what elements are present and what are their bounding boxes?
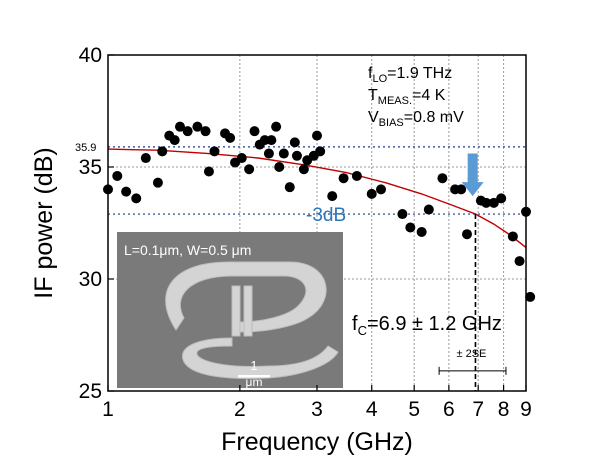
data-point bbox=[271, 121, 282, 132]
x-tick-label: 5 bbox=[408, 398, 420, 421]
data-point bbox=[514, 256, 525, 267]
data-point bbox=[152, 177, 163, 188]
data-point bbox=[315, 146, 326, 157]
data-point bbox=[225, 132, 236, 143]
fit-curve-line bbox=[107, 148, 527, 249]
data-point bbox=[278, 148, 289, 159]
data-point bbox=[203, 166, 214, 177]
data-point bbox=[182, 126, 193, 137]
data-point bbox=[327, 191, 338, 202]
axis-ticks bbox=[107, 54, 527, 392]
reference-lines: 35.9 -3dB bbox=[75, 142, 526, 226]
data-point bbox=[289, 137, 300, 148]
data-point bbox=[291, 150, 302, 161]
data-point bbox=[525, 291, 536, 302]
parameter-line: VBIAS=0.8 mV bbox=[368, 109, 464, 129]
data-point bbox=[461, 229, 472, 240]
data-point bbox=[244, 164, 255, 175]
data-point bbox=[376, 184, 387, 195]
data-point bbox=[140, 153, 151, 164]
svg-text:μm: μm bbox=[246, 375, 263, 389]
data-point bbox=[284, 182, 295, 193]
reference-line-label: 35.9 bbox=[75, 142, 96, 154]
sem-inset: L=0.1μm, W=0.5 μm 1 μm bbox=[117, 232, 343, 389]
data-point bbox=[236, 153, 247, 164]
data-point bbox=[488, 197, 499, 208]
parameter-line: fLO=1.9 THz bbox=[368, 65, 452, 85]
parameter-line: TMEAS.=4 K bbox=[368, 87, 446, 107]
x-tick-label: 8 bbox=[498, 398, 510, 421]
x-tick-label: 7 bbox=[472, 398, 484, 421]
y-tick-label: 25 bbox=[79, 380, 102, 403]
arrow-marker bbox=[461, 153, 484, 197]
cutoff-marker: ± 2SE bbox=[438, 214, 507, 391]
data-point bbox=[437, 173, 448, 184]
fit-curve bbox=[107, 148, 527, 249]
inset-scalebar: 1 bbox=[250, 358, 257, 373]
se-label: ± 2SE bbox=[457, 348, 487, 360]
y-tick-label: 30 bbox=[79, 268, 102, 291]
x-tick-label: 6 bbox=[443, 398, 455, 421]
x-tick-label: 3 bbox=[311, 398, 323, 421]
data-point bbox=[456, 184, 467, 195]
x-tick-label: 1 bbox=[102, 398, 114, 421]
y-tick-label: 40 bbox=[79, 44, 102, 67]
x-axis-title: Frequency (GHz) bbox=[221, 428, 413, 456]
data-point bbox=[200, 126, 211, 137]
cutoff-label: fC=6.9 ± 1.2 GHz bbox=[352, 313, 502, 338]
data-point bbox=[112, 170, 123, 181]
data-point bbox=[249, 126, 260, 137]
data-point bbox=[312, 130, 322, 141]
data-point bbox=[405, 222, 416, 233]
data-point bbox=[131, 193, 142, 204]
data-point bbox=[397, 209, 408, 220]
data-point bbox=[266, 135, 277, 146]
data-point bbox=[507, 231, 518, 242]
data-point bbox=[416, 226, 427, 237]
x-tick-label: 9 bbox=[520, 398, 532, 421]
data-point bbox=[174, 121, 185, 132]
y-axis-title: IF power (dB) bbox=[30, 147, 58, 298]
data-point bbox=[351, 170, 362, 181]
tick-labels: 1 2 3 4 5 6 7 8 9 25 30 35 40 bbox=[79, 44, 532, 421]
data-point bbox=[338, 173, 349, 184]
x-tick-label: 2 bbox=[234, 398, 246, 421]
inset-caption: L=0.1μm, W=0.5 μm bbox=[124, 242, 251, 258]
data-point bbox=[496, 193, 507, 204]
data-point bbox=[192, 121, 203, 132]
x-tick-label: 4 bbox=[366, 398, 378, 421]
data-point bbox=[209, 146, 220, 157]
data-point bbox=[298, 164, 309, 175]
data-point bbox=[274, 162, 285, 172]
data-point bbox=[481, 197, 492, 208]
arrow-shape bbox=[461, 153, 484, 197]
y-tick-label: 35 bbox=[79, 156, 102, 179]
data-point bbox=[423, 204, 434, 215]
data-point bbox=[157, 146, 168, 157]
data-point bbox=[121, 186, 132, 197]
data-point bbox=[263, 148, 274, 159]
data-point bbox=[169, 135, 180, 146]
data-points bbox=[103, 121, 536, 302]
data-point bbox=[366, 188, 377, 199]
minus-3db-label: -3dB bbox=[306, 205, 346, 226]
